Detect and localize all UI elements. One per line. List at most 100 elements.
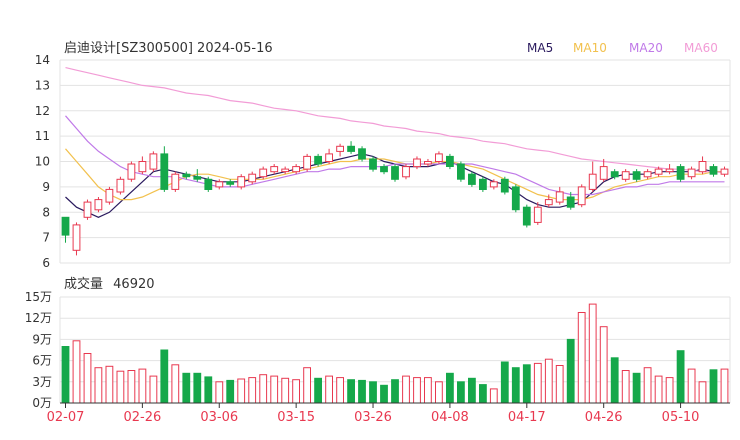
- volume-bar: [588, 303, 597, 404]
- candle-body: [204, 178, 213, 191]
- candle-body: [347, 145, 356, 152]
- candle-body: [643, 171, 652, 178]
- candle-body: [654, 168, 663, 175]
- volume-bar: [116, 370, 125, 404]
- volume-bar: [435, 381, 443, 404]
- candle-body: [226, 181, 235, 185]
- candle: [479, 176, 487, 192]
- volume-bar: [413, 377, 421, 404]
- volume-bar: [248, 377, 257, 404]
- legend-ma5: MA5: [527, 41, 553, 55]
- volume-bar: [599, 326, 608, 404]
- volume-bar: [83, 353, 92, 404]
- candle-body: [160, 153, 169, 190]
- volume-y-axis: 15万 12万 9万 6万 3万 0万: [25, 290, 52, 410]
- candle: [643, 169, 652, 180]
- price-tick-label: 10: [35, 155, 50, 169]
- candle-body: [358, 148, 366, 160]
- volume-bar: [149, 375, 158, 404]
- x-tick-label: 03-06: [200, 410, 238, 425]
- price-tick-label: 7: [42, 231, 50, 245]
- candle-body: [380, 166, 388, 173]
- candle-body: [457, 163, 465, 180]
- candle: [204, 176, 213, 192]
- candle: [215, 179, 224, 190]
- volume-bar: [566, 338, 575, 404]
- volume-bar: [259, 374, 268, 404]
- candle: [248, 171, 257, 185]
- candle: [555, 186, 564, 205]
- candle-body: [105, 188, 114, 203]
- candle-body: [402, 166, 410, 178]
- price-y-axis: 14 13 12 11 10 9 8 7 6: [35, 53, 50, 270]
- candle-body: [610, 171, 619, 178]
- candle-body: [479, 178, 487, 191]
- x-tick-label: 04-17: [508, 410, 546, 425]
- candle-body: [468, 173, 476, 185]
- candle-body: [500, 178, 509, 193]
- candle: [259, 166, 268, 180]
- candle-body: [237, 176, 246, 188]
- candle-body: [248, 173, 257, 183]
- volume-bar: [204, 376, 213, 404]
- candle: [160, 146, 169, 192]
- volume-bar: [479, 384, 487, 404]
- candle: [720, 166, 729, 177]
- candle-body: [522, 206, 531, 226]
- candle-body: [193, 176, 202, 180]
- volume-bar: [687, 368, 696, 404]
- candle: [468, 171, 476, 187]
- candle: [116, 176, 125, 195]
- volume-bar: [138, 368, 147, 404]
- candle: [698, 156, 707, 175]
- candle-body: [171, 173, 180, 190]
- candle: [138, 156, 147, 175]
- candle: [632, 169, 641, 182]
- candle: [193, 169, 202, 182]
- candle: [72, 222, 81, 256]
- price-tick-label: 8: [42, 205, 50, 219]
- volume-bar: [632, 372, 641, 404]
- candle: [577, 184, 586, 208]
- volume-bar: [391, 379, 399, 404]
- candle: [621, 169, 630, 182]
- volume-bar: [94, 367, 103, 404]
- candle: [347, 141, 356, 154]
- candle-body: [566, 196, 575, 208]
- candle-body: [588, 173, 597, 190]
- volume-bar: [270, 375, 279, 404]
- candle: [402, 164, 410, 180]
- candle-body: [424, 161, 432, 165]
- candle: [61, 216, 70, 243]
- volume-bar: [424, 377, 432, 404]
- candle-body: [698, 161, 707, 173]
- candle-body: [215, 181, 224, 188]
- candle: [676, 164, 685, 182]
- volume-bar: [654, 375, 663, 404]
- candle: [281, 166, 290, 175]
- volume-bar: [544, 358, 553, 404]
- volume-bar: [446, 372, 454, 404]
- volume-bar: [577, 312, 586, 404]
- candle: [654, 166, 663, 177]
- candle-body: [544, 199, 553, 206]
- candle-body: [599, 166, 608, 180]
- candle-body: [632, 171, 641, 180]
- volume-bar: [281, 377, 290, 404]
- candle-body: [687, 168, 696, 178]
- volume-bar: [665, 377, 674, 404]
- volume-bar: [226, 379, 235, 404]
- candle: [489, 179, 498, 190]
- candle-body: [303, 155, 312, 170]
- candle: [358, 146, 366, 162]
- volume-tick-label: 6万: [32, 354, 52, 368]
- candle: [182, 171, 191, 180]
- candle-body: [259, 168, 268, 178]
- volume-bar: [314, 377, 323, 404]
- candle: [610, 169, 619, 180]
- candle: [314, 153, 323, 167]
- candle-body: [281, 168, 290, 173]
- volume-bar: [643, 367, 652, 404]
- x-tick-label: 04-26: [585, 410, 623, 425]
- volume-bar: [457, 381, 465, 404]
